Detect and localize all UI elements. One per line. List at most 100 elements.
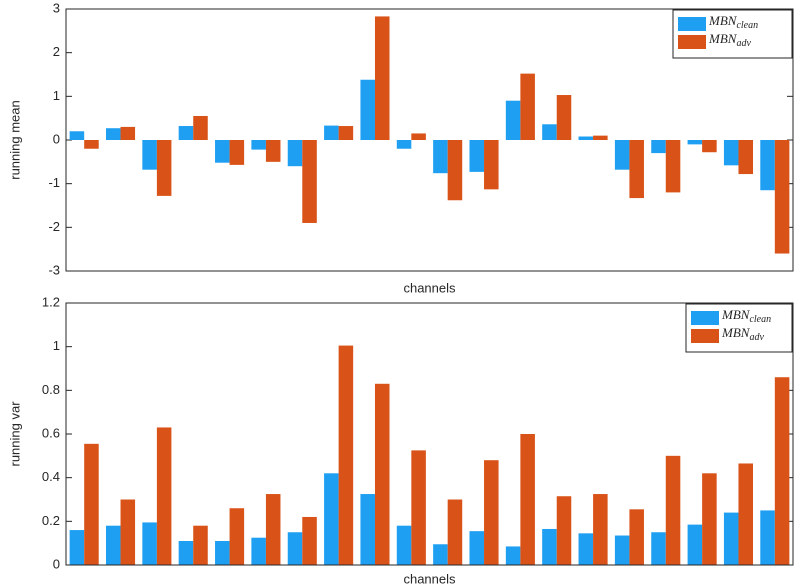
bar bbox=[578, 136, 594, 140]
legend-label: MBNadv bbox=[708, 31, 751, 49]
legend-label: MBNadv bbox=[721, 325, 764, 343]
bar bbox=[178, 126, 194, 140]
bar bbox=[447, 140, 463, 201]
bar bbox=[302, 516, 317, 565]
bar bbox=[120, 126, 136, 140]
bar bbox=[760, 510, 775, 565]
bar bbox=[469, 140, 485, 172]
y-tick-label: 2 bbox=[53, 44, 60, 59]
legend-swatch bbox=[678, 17, 706, 31]
x-axis-label: channels bbox=[403, 280, 456, 295]
bar bbox=[360, 79, 375, 140]
bar bbox=[69, 131, 85, 140]
plot-frame bbox=[65, 302, 794, 566]
y-tick-label: 1 bbox=[53, 338, 60, 353]
bar bbox=[651, 532, 666, 565]
bar bbox=[629, 140, 644, 199]
bar bbox=[338, 126, 354, 140]
bar bbox=[411, 133, 426, 140]
bar bbox=[520, 434, 535, 565]
bar bbox=[702, 473, 717, 565]
bar bbox=[215, 540, 230, 565]
bar bbox=[338, 345, 354, 565]
y-tick-label: -1 bbox=[48, 175, 60, 190]
bar bbox=[69, 530, 85, 565]
bar bbox=[542, 124, 557, 140]
bar bbox=[229, 508, 245, 565]
y-tick-label: -2 bbox=[48, 219, 60, 234]
bar bbox=[142, 140, 157, 170]
bar bbox=[484, 460, 499, 565]
bar bbox=[687, 140, 703, 145]
bar bbox=[396, 525, 412, 565]
bar bbox=[193, 115, 208, 140]
bar bbox=[84, 140, 99, 149]
bar bbox=[156, 427, 172, 565]
bar bbox=[433, 140, 448, 174]
y-axis-label: running mean bbox=[7, 100, 22, 180]
bar bbox=[774, 140, 790, 254]
bar bbox=[302, 140, 317, 223]
y-tick-label: 1 bbox=[53, 88, 60, 103]
bar bbox=[251, 537, 266, 565]
bar bbox=[702, 140, 717, 153]
y-tick-label: -3 bbox=[48, 262, 60, 277]
y-tick-label: 0.2 bbox=[42, 513, 60, 528]
bar bbox=[578, 533, 594, 565]
bar bbox=[614, 535, 630, 565]
legend-swatch bbox=[691, 329, 719, 343]
bar bbox=[178, 540, 194, 565]
bar bbox=[215, 140, 230, 163]
bar bbox=[84, 443, 99, 565]
y-tick-label: 1.2 bbox=[42, 294, 60, 309]
bar bbox=[324, 473, 339, 565]
bar bbox=[629, 509, 644, 565]
y-tick-label: 0 bbox=[53, 131, 60, 146]
bar bbox=[556, 496, 572, 565]
bar bbox=[433, 544, 448, 565]
y-tick-label: 0 bbox=[53, 556, 60, 571]
bar bbox=[251, 140, 266, 150]
bar bbox=[593, 135, 608, 140]
bar bbox=[484, 140, 499, 190]
y-axis-label: running var bbox=[7, 401, 22, 467]
bar bbox=[229, 140, 245, 165]
bar bbox=[447, 499, 463, 565]
legend-swatch bbox=[691, 311, 719, 325]
bar bbox=[411, 450, 426, 565]
y-tick-label: 0.8 bbox=[42, 382, 60, 397]
bar bbox=[542, 528, 557, 565]
bar bbox=[324, 125, 339, 140]
y-tick-label: 0.6 bbox=[42, 425, 60, 440]
bar bbox=[374, 383, 390, 565]
bar bbox=[593, 494, 608, 565]
bar bbox=[120, 499, 136, 565]
bar bbox=[614, 140, 630, 170]
bar bbox=[287, 532, 303, 565]
bar bbox=[665, 140, 681, 193]
bar bbox=[156, 140, 172, 196]
bar bbox=[105, 128, 121, 140]
bar bbox=[774, 377, 790, 565]
bar bbox=[738, 140, 754, 175]
y-tick-label: 0.4 bbox=[42, 469, 60, 484]
bar bbox=[520, 73, 535, 140]
bar bbox=[760, 140, 775, 191]
bar bbox=[469, 531, 485, 565]
bar bbox=[142, 522, 157, 565]
bar bbox=[396, 140, 412, 149]
bar bbox=[723, 140, 739, 166]
bar bbox=[265, 494, 281, 565]
bar bbox=[738, 463, 754, 565]
bar bbox=[723, 512, 739, 565]
bar bbox=[505, 100, 521, 140]
y-tick-label: 3 bbox=[53, 0, 60, 15]
x-axis-label: channels bbox=[403, 571, 456, 586]
bar bbox=[505, 546, 521, 565]
bar bbox=[687, 524, 703, 565]
bar bbox=[374, 16, 390, 141]
legend-label: MBNclean bbox=[708, 13, 758, 31]
bar bbox=[651, 140, 666, 154]
bar bbox=[360, 494, 375, 565]
